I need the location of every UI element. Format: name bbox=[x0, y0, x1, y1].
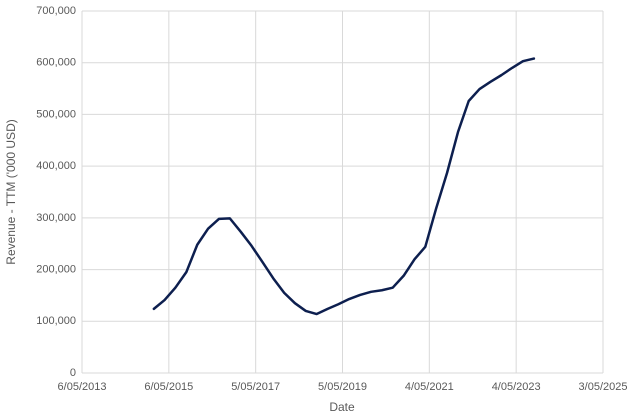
x-tick-label: 5/05/2017 bbox=[231, 381, 280, 393]
y-tick-label: 300,000 bbox=[36, 212, 76, 224]
y-tick-label: 100,000 bbox=[36, 315, 76, 327]
y-tick-label: 600,000 bbox=[36, 57, 76, 69]
x-tick-label: 3/05/2025 bbox=[579, 381, 628, 393]
line bbox=[152, 57, 536, 316]
y-tick-label: 200,000 bbox=[36, 263, 76, 275]
x-tick-label: 5/05/2019 bbox=[318, 381, 367, 393]
y-tick-label: 400,000 bbox=[36, 160, 76, 172]
x-axis-title: Date bbox=[329, 400, 355, 414]
y-tick-label: 0 bbox=[70, 367, 76, 379]
x-tick-label: 6/05/2013 bbox=[58, 381, 107, 393]
y-axis-title: Revenue - TTM ('000 USD) bbox=[4, 119, 18, 264]
x-tick-label: 4/05/2021 bbox=[405, 381, 454, 393]
x-tick-label: 4/05/2023 bbox=[492, 381, 541, 393]
y-tick-label: 700,000 bbox=[36, 5, 76, 17]
y-tick-label: 500,000 bbox=[36, 108, 76, 120]
x-tick-label: 6/05/2015 bbox=[144, 381, 193, 393]
